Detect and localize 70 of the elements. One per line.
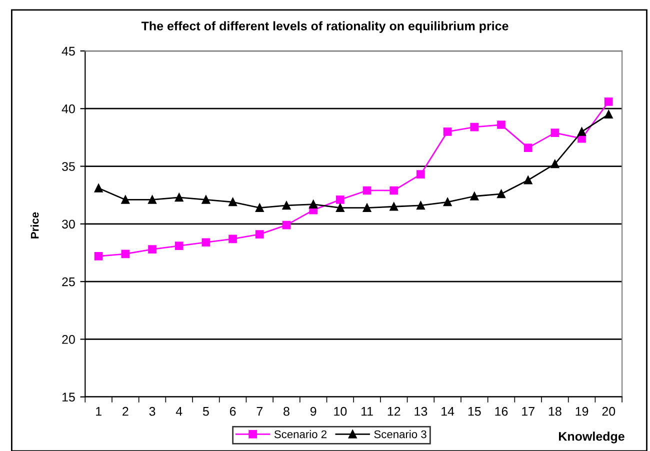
point [202,196,210,204]
x-tick-label: 13 [414,406,428,416]
point [524,144,532,152]
x-tick-label: 11 [361,407,373,416]
point [362,186,372,195]
legend-label: Scenario 2 [274,430,326,438]
point [443,128,452,136]
point [202,238,210,247]
point [578,128,586,136]
x-tick-label: 12 [388,406,400,416]
x-tick-label: 2 [122,406,128,416]
y-tick-label: 30 [62,220,75,229]
y-tick-label: 15 [62,392,75,402]
point [174,193,184,202]
point [550,128,560,137]
x-tick-label: 17 [522,407,534,416]
point [497,190,506,198]
point [362,204,372,212]
point [550,160,560,168]
point [416,170,425,179]
point [443,198,452,206]
legend-label: Scenario 3 [374,430,426,438]
point [390,186,398,195]
point [524,176,532,184]
point [336,204,344,212]
chart-title: The effect of different levels of rationality on equilibrium price [141,21,508,33]
x-tick-label: 19 [576,406,588,416]
x-tick-label: 4 [176,407,182,416]
point [309,200,318,208]
point [148,196,156,204]
point [470,122,479,132]
point [121,196,130,204]
y-tick-label: 20 [62,335,75,344]
point [416,201,425,210]
x-tick-label: 5 [202,407,209,416]
y-axis-title: Price [30,212,39,238]
point [121,250,130,258]
point [470,192,479,200]
point [228,234,237,244]
point [228,198,237,206]
point [497,120,506,129]
point [94,252,103,260]
point [282,220,291,230]
y-tick-label: 45 [62,46,75,56]
y-tick-label: 25 [62,277,75,286]
x-tick-label: 20 [602,406,616,416]
point [174,242,184,250]
point [255,204,264,212]
x-tick-label: 16 [495,406,508,416]
y-tick-label: 35 [62,162,75,171]
x-tick-label: 18 [548,406,562,416]
x-tick-label: 10 [334,406,347,416]
point [94,184,103,192]
x-tick-label: 14 [442,407,454,416]
point [255,230,264,238]
point [148,245,156,254]
point [390,202,398,211]
x-tick-label: 3 [149,406,156,416]
point [336,196,344,204]
x-tick-label: 6 [230,406,236,416]
x-tick-label: 7 [256,407,262,416]
point [282,201,291,210]
point [604,98,613,106]
point [604,110,613,119]
y-tick-label: 40 [62,104,75,114]
x-axis-title: Knowledge [559,432,624,444]
x-tick-label: 15 [468,407,481,416]
x-tick-label: 9 [310,406,316,416]
x-tick-label: 8 [284,406,290,416]
x-tick-label: 1 [96,407,102,416]
